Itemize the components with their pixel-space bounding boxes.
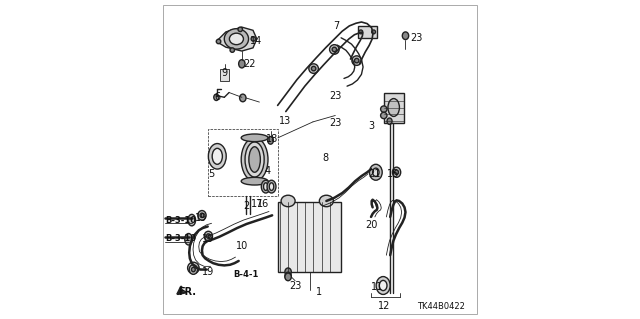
Ellipse shape	[230, 48, 234, 52]
Ellipse shape	[281, 195, 295, 207]
Ellipse shape	[249, 147, 260, 172]
Ellipse shape	[268, 137, 273, 144]
Ellipse shape	[224, 29, 248, 49]
Ellipse shape	[309, 64, 319, 73]
Ellipse shape	[188, 262, 199, 274]
Ellipse shape	[189, 265, 198, 274]
Bar	[384, 93, 404, 123]
Ellipse shape	[251, 37, 255, 41]
Text: 19: 19	[202, 234, 214, 244]
Text: 17: 17	[251, 199, 263, 209]
Text: 23: 23	[289, 280, 301, 291]
Text: 13: 13	[279, 116, 291, 126]
Ellipse shape	[238, 27, 243, 32]
Text: 3: 3	[368, 121, 374, 131]
Ellipse shape	[245, 142, 264, 177]
Text: 12: 12	[378, 301, 390, 311]
Text: 9: 9	[221, 68, 227, 78]
Text: 4: 4	[264, 166, 271, 176]
Polygon shape	[216, 27, 257, 51]
Ellipse shape	[359, 30, 363, 34]
Ellipse shape	[241, 134, 268, 142]
Ellipse shape	[372, 30, 376, 34]
Text: 21: 21	[368, 169, 380, 179]
Ellipse shape	[241, 138, 268, 181]
Ellipse shape	[269, 183, 274, 190]
Text: 11: 11	[371, 282, 383, 292]
Text: TK44B0422: TK44B0422	[417, 302, 465, 311]
Ellipse shape	[392, 167, 401, 177]
Ellipse shape	[381, 112, 387, 119]
Text: 19: 19	[202, 267, 214, 277]
Text: 2: 2	[243, 201, 249, 211]
Text: 23: 23	[329, 91, 342, 101]
Ellipse shape	[209, 144, 226, 169]
Text: 15: 15	[387, 169, 399, 179]
Ellipse shape	[241, 177, 268, 185]
Ellipse shape	[330, 45, 339, 54]
Text: 23: 23	[329, 118, 342, 128]
Text: 22: 22	[244, 59, 256, 69]
Text: FR.: FR.	[178, 287, 196, 297]
Text: 20: 20	[365, 220, 378, 230]
Ellipse shape	[403, 32, 409, 40]
Ellipse shape	[185, 234, 193, 245]
Ellipse shape	[191, 267, 195, 272]
Ellipse shape	[198, 211, 206, 220]
Ellipse shape	[312, 66, 316, 71]
Bar	[220, 69, 229, 81]
Ellipse shape	[200, 213, 204, 218]
Text: B-3-10: B-3-10	[164, 216, 196, 225]
Bar	[208, 129, 278, 196]
Text: 6: 6	[214, 92, 220, 102]
Text: 19: 19	[195, 212, 207, 223]
Ellipse shape	[372, 168, 379, 176]
Ellipse shape	[352, 56, 362, 65]
Text: 5: 5	[209, 169, 214, 179]
Text: 7: 7	[333, 20, 339, 31]
Ellipse shape	[216, 39, 221, 44]
Ellipse shape	[212, 148, 222, 164]
Ellipse shape	[381, 106, 387, 112]
Ellipse shape	[376, 277, 390, 294]
Ellipse shape	[332, 47, 337, 52]
Ellipse shape	[267, 180, 276, 193]
Ellipse shape	[380, 280, 387, 291]
Bar	[278, 202, 341, 272]
Bar	[358, 26, 377, 38]
Ellipse shape	[388, 99, 399, 116]
Ellipse shape	[261, 180, 270, 193]
Ellipse shape	[395, 170, 399, 174]
Ellipse shape	[214, 94, 219, 100]
Text: 14: 14	[250, 36, 262, 47]
Ellipse shape	[285, 273, 291, 281]
Text: 8: 8	[323, 153, 329, 163]
Ellipse shape	[285, 268, 291, 276]
Ellipse shape	[204, 231, 212, 241]
Ellipse shape	[319, 195, 333, 207]
Text: 16: 16	[257, 199, 269, 209]
Ellipse shape	[188, 214, 196, 226]
Text: 10: 10	[236, 241, 248, 251]
Text: 1: 1	[316, 287, 323, 297]
Text: 18: 18	[266, 134, 278, 144]
Ellipse shape	[239, 60, 245, 68]
Ellipse shape	[285, 272, 291, 280]
Ellipse shape	[207, 234, 211, 238]
Text: 23: 23	[410, 33, 422, 43]
Text: B-4-1: B-4-1	[234, 270, 259, 279]
Ellipse shape	[355, 58, 359, 63]
Ellipse shape	[239, 94, 246, 102]
Ellipse shape	[229, 33, 243, 45]
Ellipse shape	[387, 118, 392, 124]
Ellipse shape	[264, 183, 268, 190]
Text: B-3-10: B-3-10	[166, 234, 196, 243]
Ellipse shape	[369, 164, 382, 180]
